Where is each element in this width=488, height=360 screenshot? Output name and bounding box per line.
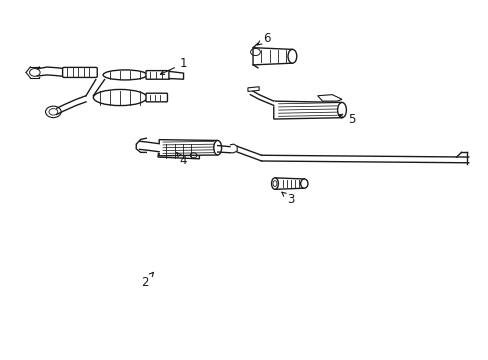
Ellipse shape bbox=[272, 181, 276, 186]
Ellipse shape bbox=[103, 70, 147, 80]
PathPatch shape bbox=[159, 140, 217, 156]
PathPatch shape bbox=[247, 87, 259, 91]
Ellipse shape bbox=[300, 179, 307, 188]
PathPatch shape bbox=[158, 140, 199, 159]
PathPatch shape bbox=[168, 71, 183, 79]
Ellipse shape bbox=[337, 103, 346, 118]
Text: 1: 1 bbox=[160, 57, 187, 75]
Text: 3: 3 bbox=[281, 192, 294, 206]
Text: 6: 6 bbox=[257, 32, 270, 45]
PathPatch shape bbox=[317, 95, 341, 101]
PathPatch shape bbox=[273, 101, 341, 119]
PathPatch shape bbox=[252, 48, 292, 65]
FancyBboxPatch shape bbox=[146, 93, 167, 102]
Text: 4: 4 bbox=[177, 153, 187, 167]
Ellipse shape bbox=[93, 89, 147, 105]
Text: 5: 5 bbox=[338, 113, 355, 126]
Ellipse shape bbox=[287, 49, 296, 63]
FancyBboxPatch shape bbox=[62, 67, 97, 77]
PathPatch shape bbox=[274, 178, 304, 189]
Ellipse shape bbox=[271, 178, 278, 189]
Text: 2: 2 bbox=[141, 272, 153, 289]
FancyBboxPatch shape bbox=[146, 71, 169, 79]
Ellipse shape bbox=[213, 140, 221, 155]
